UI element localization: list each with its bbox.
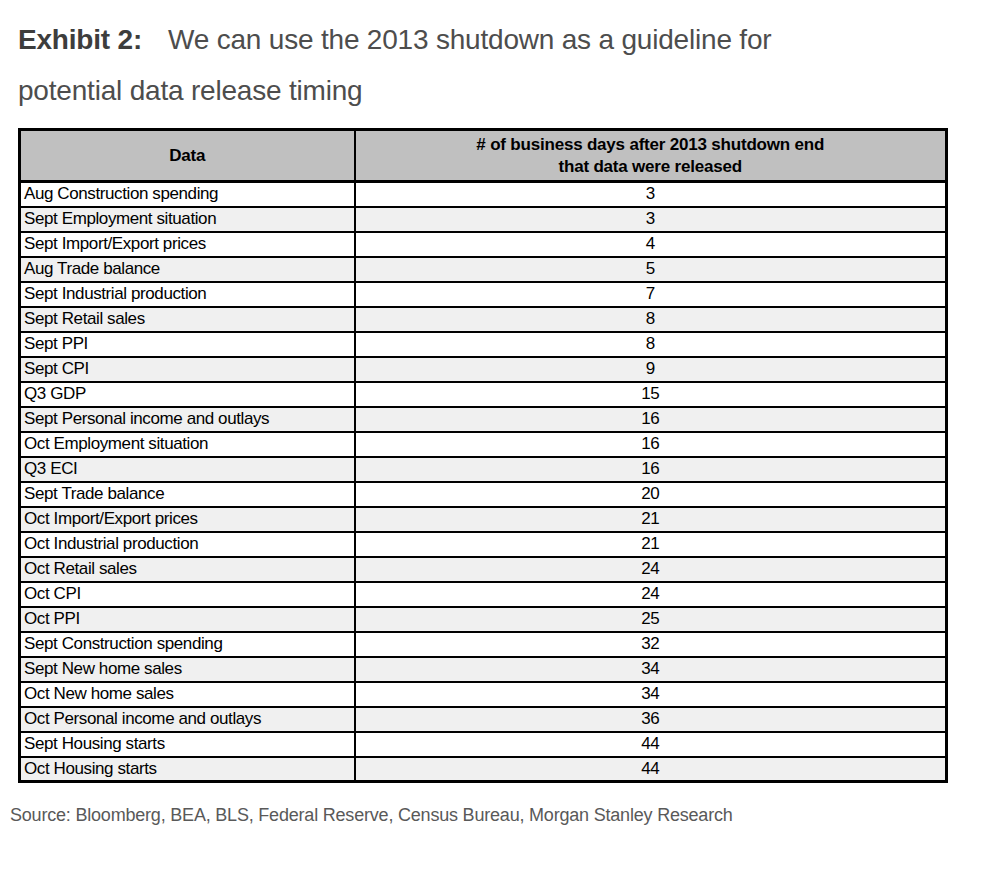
table-row: Oct Housing starts 44: [20, 757, 947, 782]
days-value-cell: 24: [355, 582, 947, 607]
table-row: Sept Construction spending 32: [20, 632, 947, 657]
data-label-cell: Sept Retail sales: [20, 307, 355, 332]
days-value-cell: 15: [355, 382, 947, 407]
table-row: Oct PPI 25: [20, 607, 947, 632]
data-label-cell: Oct PPI: [20, 607, 355, 632]
data-label-cell: Oct Import/Export prices: [20, 507, 355, 532]
data-label-cell: Sept Housing starts: [20, 732, 355, 757]
table-row: Aug Trade balance 5: [20, 257, 947, 282]
data-label-cell: Sept PPI: [20, 332, 355, 357]
data-label-cell: Aug Construction spending: [20, 182, 355, 207]
days-value-cell: 7: [355, 282, 947, 307]
data-label-cell: Sept Trade balance: [20, 482, 355, 507]
table-row: Sept Personal income and outlays 16: [20, 407, 947, 432]
column-header-days: # of business days after 2013 shutdown e…: [355, 130, 947, 182]
days-value-cell: 4: [355, 232, 947, 257]
days-value-cell: 25: [355, 607, 947, 632]
days-value-cell: 16: [355, 432, 947, 457]
days-value-cell: 34: [355, 682, 947, 707]
data-label-cell: Sept Employment situation: [20, 207, 355, 232]
data-label-cell: Oct Industrial production: [20, 532, 355, 557]
table-row: Sept Trade balance 20: [20, 482, 947, 507]
data-label-cell: Sept New home sales: [20, 657, 355, 682]
exhibit-title: Exhibit 2: We can use the 2013 shutdown a…: [0, 0, 990, 116]
data-label-cell: Sept Industrial production: [20, 282, 355, 307]
data-label-cell: Oct Employment situation: [20, 432, 355, 457]
data-label-cell: Sept CPI: [20, 357, 355, 382]
days-value-cell: 3: [355, 182, 947, 207]
table-row: Oct Industrial production 21: [20, 532, 947, 557]
exhibit-page: Exhibit 2: We can use the 2013 shutdown a…: [0, 0, 990, 882]
days-value-cell: 3: [355, 207, 947, 232]
table-row: Aug Construction spending 3: [20, 182, 947, 207]
table-row: Q3 ECI 16: [20, 457, 947, 482]
days-value-cell: 20: [355, 482, 947, 507]
table-row: Oct Retail sales 24: [20, 557, 947, 582]
data-label-cell: Aug Trade balance: [20, 257, 355, 282]
table-row: Sept Housing starts 44: [20, 732, 947, 757]
table-row: Sept Import/Export prices 4: [20, 232, 947, 257]
data-label-cell: Oct CPI: [20, 582, 355, 607]
days-value-cell: 21: [355, 507, 947, 532]
data-label-cell: Oct New home sales: [20, 682, 355, 707]
table-row: Oct Personal income and outlays 36: [20, 707, 947, 732]
exhibit-number-label: Exhibit 2:: [18, 24, 142, 55]
days-value-cell: 44: [355, 757, 947, 782]
table-row: Oct Employment situation 16: [20, 432, 947, 457]
title-line-1: We can use the 2013 shutdown as a guidel…: [168, 24, 771, 55]
table-row: Sept PPI 8: [20, 332, 947, 357]
days-value-cell: 21: [355, 532, 947, 557]
data-label-cell: Sept Construction spending: [20, 632, 355, 657]
table-row: Oct New home sales 34: [20, 682, 947, 707]
column-header-days-line-2: that data were released: [559, 157, 742, 176]
data-label-cell: Q3 ECI: [20, 457, 355, 482]
table-row: Sept Retail sales 8: [20, 307, 947, 332]
days-value-cell: 36: [355, 707, 947, 732]
table-row: Sept Employment situation 3: [20, 207, 947, 232]
data-label-cell: Oct Housing starts: [20, 757, 355, 782]
days-value-cell: 9: [355, 357, 947, 382]
table-row: Oct Import/Export prices 21: [20, 507, 947, 532]
source-line: Source: Bloomberg, BEA, BLS, Federal Res…: [0, 783, 990, 826]
days-value-cell: 5: [355, 257, 947, 282]
days-value-cell: 16: [355, 457, 947, 482]
data-label-cell: Sept Personal income and outlays: [20, 407, 355, 432]
days-value-cell: 16: [355, 407, 947, 432]
column-header-days-line-1: # of business days after 2013 shutdown e…: [476, 135, 824, 154]
table-row: Oct CPI 24: [20, 582, 947, 607]
table-row: Q3 GDP 15: [20, 382, 947, 407]
release-timing-table: Data # of business days after 2013 shutd…: [18, 128, 948, 783]
data-label-cell: Sept Import/Export prices: [20, 232, 355, 257]
days-value-cell: 24: [355, 557, 947, 582]
data-label-cell: Oct Retail sales: [20, 557, 355, 582]
days-value-cell: 34: [355, 657, 947, 682]
title-line-2: potential data release timing: [18, 75, 362, 106]
days-value-cell: 44: [355, 732, 947, 757]
table-body: Aug Construction spending 3 Sept Employm…: [20, 182, 947, 782]
data-label-cell: Oct Personal income and outlays: [20, 707, 355, 732]
days-value-cell: 32: [355, 632, 947, 657]
header-row: Data # of business days after 2013 shutd…: [20, 130, 947, 182]
table-row: Sept CPI 9: [20, 357, 947, 382]
days-value-cell: 8: [355, 307, 947, 332]
data-label-cell: Q3 GDP: [20, 382, 355, 407]
table-row: Sept New home sales 34: [20, 657, 947, 682]
table-row: Sept Industrial production 7: [20, 282, 947, 307]
table-header: Data # of business days after 2013 shutd…: [20, 130, 947, 182]
column-header-data: Data: [20, 130, 355, 182]
days-value-cell: 8: [355, 332, 947, 357]
